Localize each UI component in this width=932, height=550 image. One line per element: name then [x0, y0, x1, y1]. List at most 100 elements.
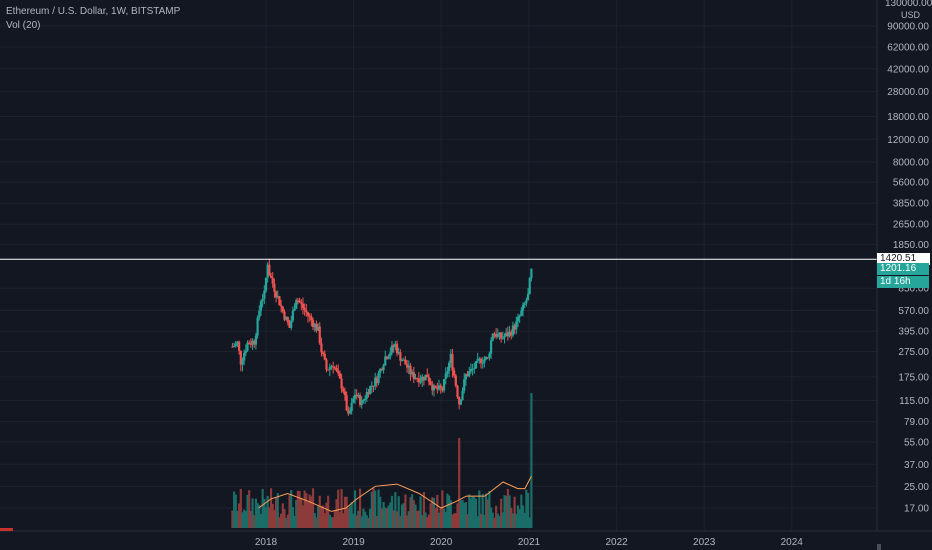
candle-body: [495, 334, 498, 337]
volume-indicator-label[interactable]: Vol (20): [6, 20, 41, 31]
volume-bar: [379, 496, 382, 528]
volume-bar: [453, 513, 456, 528]
volume-bar: [402, 503, 405, 528]
last-price-tag: 1201.16: [877, 262, 929, 275]
volume-bar: [399, 515, 402, 528]
volume-bar: [390, 495, 394, 528]
candle-body: [431, 384, 434, 391]
volume-bar: [372, 488, 375, 528]
volume-bar: [407, 511, 410, 528]
volume-bar: [367, 517, 370, 528]
candle-body: [261, 298, 264, 302]
candle-body: [493, 333, 496, 335]
volume-bar: [323, 513, 326, 528]
volume-bar: [442, 508, 446, 528]
symbol-title[interactable]: Ethereum / U.S. Dollar, 1W, BITSTAMP: [6, 6, 181, 17]
candle-body: [478, 358, 481, 360]
volume-bar: [417, 510, 420, 528]
time-tick-label: 2021: [518, 537, 541, 548]
price-tick-label: 90000.00: [887, 22, 929, 33]
candle-body: [313, 323, 316, 327]
volume-bar: [451, 514, 454, 528]
candle-body: [466, 374, 469, 377]
candle-body: [286, 317, 289, 323]
candle-body: [458, 397, 461, 405]
price-tick-label: 850.00: [898, 284, 929, 295]
volume-bar: [300, 497, 303, 528]
volume-bar: [394, 492, 397, 528]
volume-bar: [500, 498, 503, 528]
price-tick-label: 17.00: [904, 504, 929, 515]
chart-grid: [0, 0, 877, 531]
candle-body: [498, 332, 501, 335]
candle-body: [489, 340, 493, 354]
volume-bar: [375, 516, 378, 528]
candle-body: [342, 388, 345, 392]
candle-body: [246, 342, 249, 351]
volume-bar: [476, 516, 479, 528]
candle-body: [374, 377, 377, 387]
volume-bar: [483, 515, 486, 528]
volume-bar: [355, 515, 358, 528]
candle-body: [350, 402, 353, 412]
candle-body: [274, 291, 278, 298]
volume-bar: [271, 503, 274, 528]
volume-bar: [238, 503, 241, 528]
candle-body: [518, 315, 521, 317]
price-axis[interactable]: 90000.00 62000.00 42000.00 28000.00 18000.00…: [887, 22, 929, 515]
candle-body: [473, 368, 476, 370]
candle-body: [508, 331, 511, 337]
candle-body: [355, 394, 358, 397]
volume-bar: [395, 511, 399, 528]
candle-body: [280, 305, 283, 307]
candle-body: [372, 385, 375, 387]
candle-body: [306, 312, 310, 316]
candle-body: [437, 385, 441, 390]
volume-bar: [508, 495, 511, 528]
volume-bar: [353, 490, 357, 528]
volume-bar: [405, 515, 409, 528]
volume-bar: [505, 496, 508, 528]
axis-corner-handle[interactable]: [877, 544, 881, 550]
time-axis[interactable]: 2018 2019 2020 2021 2022 2023 2024: [255, 537, 803, 548]
candle-body: [526, 293, 530, 301]
candle-body: [449, 353, 452, 363]
volume-bar: [364, 511, 367, 528]
volume-bar: [484, 493, 488, 528]
candle-body: [320, 343, 323, 353]
volume-bar: [362, 508, 365, 528]
candle-body: [268, 264, 271, 276]
candle-body: [405, 364, 409, 368]
candle-body: [469, 369, 473, 372]
candle-body: [407, 365, 410, 368]
candle-body: [295, 300, 298, 309]
horizontal-line-price-tag: 1420.51: [877, 253, 930, 266]
volume-bar: [426, 517, 429, 528]
volume-bar: [232, 491, 236, 528]
candle-body: [271, 277, 274, 284]
candle-body: [251, 340, 254, 345]
candle-body: [337, 370, 340, 374]
candle-body: [427, 377, 431, 382]
candle-body: [387, 356, 390, 359]
candle-body: [291, 310, 294, 321]
volume-bar: [236, 510, 239, 528]
candle-body: [528, 278, 531, 294]
volume-bar: [468, 494, 471, 528]
candle-body: [412, 372, 415, 380]
candle-body: [444, 373, 447, 380]
volume-bar: [322, 505, 325, 528]
candle-body: [399, 352, 402, 361]
volume-bar: [479, 513, 483, 528]
candle-body: [484, 357, 488, 360]
candle-body: [266, 264, 269, 278]
candle-body: [446, 371, 449, 374]
candle-body: [397, 352, 400, 354]
volume-bar: [436, 494, 439, 528]
volume-bar: [330, 517, 333, 528]
volume-bar: [338, 511, 342, 528]
candle-body: [505, 332, 508, 337]
volume-bar: [412, 500, 415, 528]
price-tick-label: 37.00: [904, 460, 929, 471]
